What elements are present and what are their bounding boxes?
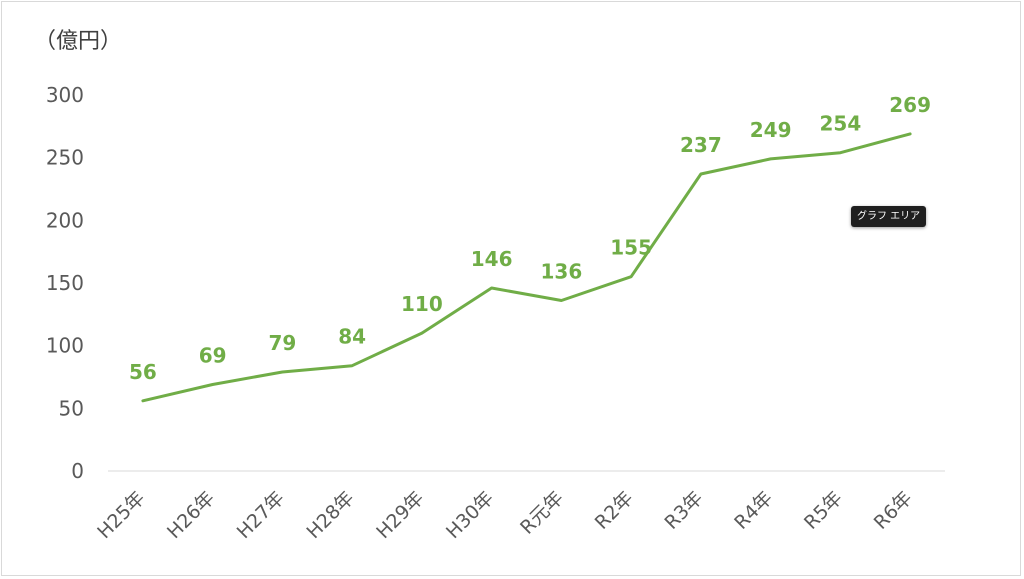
data-labels: 56 69 79 84 110 146 136 155 237 249 254 269	[129, 93, 931, 384]
x-tick-label: H25年	[93, 487, 149, 543]
data-label: 110	[401, 292, 443, 316]
y-tick-label: 250	[46, 146, 84, 170]
chart-area-tooltip: グラフ エリア	[851, 206, 927, 227]
data-label: 69	[199, 344, 227, 368]
data-label: 155	[610, 236, 652, 260]
data-label: 269	[889, 93, 931, 117]
data-label: 146	[471, 247, 513, 271]
x-tick-label: H28年	[302, 487, 358, 543]
x-tick-label: H27年	[233, 487, 289, 543]
y-tick-label: 100	[46, 334, 84, 358]
y-tick-label: 50	[59, 396, 84, 420]
y-axis-ticks: 0 50 100 150 200 250 300	[46, 83, 84, 483]
data-label: 56	[129, 360, 157, 384]
x-tick-label: R4年	[730, 487, 777, 534]
data-label: 237	[680, 133, 722, 157]
data-label: 249	[750, 118, 792, 142]
series-line[interactable]	[141, 132, 912, 403]
y-tick-label: 150	[46, 271, 84, 295]
y-tick-label: 300	[46, 83, 84, 107]
y-tick-label: 200	[46, 208, 84, 232]
data-label: 136	[541, 260, 583, 284]
x-tick-label: R3年	[661, 487, 708, 534]
x-axis-ticks: H25年 H26年 H27年 H28年 H29年 H30年 R元年 R2年 R3年 R4年 R5年 R…	[93, 487, 916, 543]
x-tick-label: R6年	[870, 487, 917, 534]
data-label: 79	[268, 331, 296, 355]
x-tick-label: H30年	[442, 487, 498, 543]
x-tick-label: R2年	[591, 487, 638, 534]
y-tick-label: 0	[71, 459, 84, 483]
x-tick-label: H29年	[372, 487, 428, 543]
x-tick-label: H26年	[163, 487, 219, 543]
data-label: 254	[820, 112, 862, 136]
data-label: 84	[338, 325, 366, 349]
x-tick-label: R5年	[800, 487, 847, 534]
x-tick-label: R元年	[516, 487, 568, 539]
y-axis-unit-label: （億円）	[34, 29, 122, 54]
